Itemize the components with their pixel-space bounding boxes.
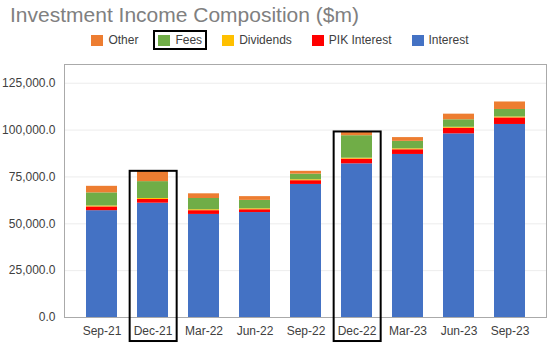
html-text:Investment Income Composition: Investment Income Composition ($m): [10, 3, 359, 26]
html-text:PIK Interest: PIK Interest: [328, 33, 392, 47]
svg-text:Jun-22: Jun-22: [237, 324, 274, 338]
svg-text:Sep-22: Sep-22: [287, 324, 326, 338]
svg-text:Mar-23: Mar-23: [389, 324, 427, 338]
svg-text:Sep-23: Sep-23: [491, 324, 530, 338]
svg-text:50,000.0: 50,000.0: [9, 217, 56, 231]
svg-text:Mar-22: Mar-22: [185, 324, 223, 338]
html-text:Interest: Interest: [428, 33, 469, 47]
svg-text:Dec-21: Dec-21: [134, 324, 173, 338]
svg-text:75,000.0: 75,000.0: [9, 170, 56, 184]
html-text:Other: Other: [108, 33, 139, 47]
html-text:Dividends: Dividends: [239, 33, 292, 47]
svg-text:25,000.0: 25,000.0: [9, 263, 56, 277]
svg-text:Dec-22: Dec-22: [338, 324, 377, 338]
svg-text:Jun-23: Jun-23: [441, 324, 478, 338]
svg-text:100,000.0: 100,000.0: [2, 123, 56, 137]
html-text:Fees: Fees: [175, 33, 203, 47]
svg-text:125,000.0: 125,000.0: [2, 76, 56, 90]
svg-text:Sep-21: Sep-21: [83, 324, 122, 338]
svg-text:0.0: 0.0: [39, 310, 56, 324]
